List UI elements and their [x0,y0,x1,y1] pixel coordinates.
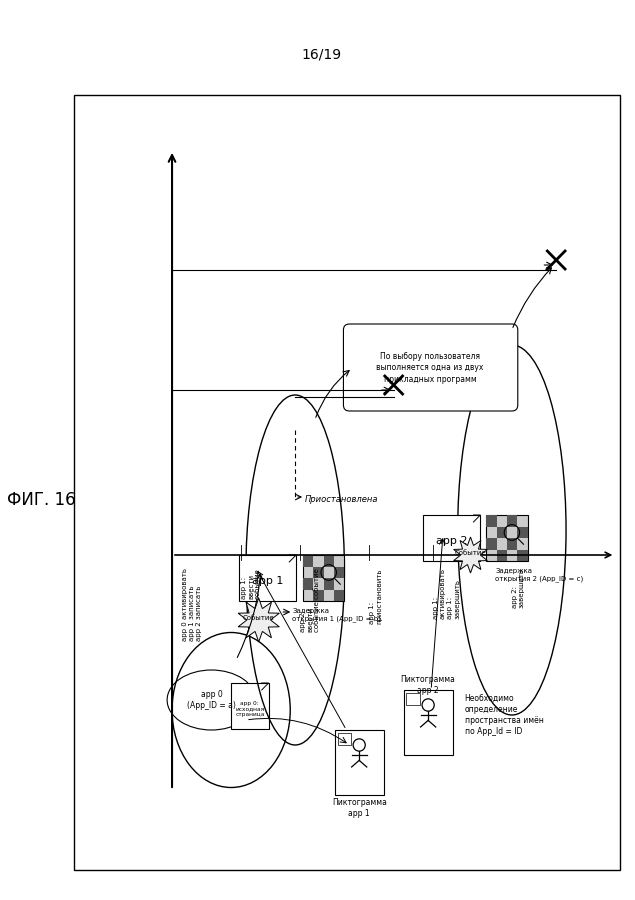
Text: Задержка
открытия 1 (App_ID = b): Задержка открытия 1 (App_ID = b) [292,608,381,622]
Bar [497,526,507,538]
Text: Пиктограмма
app 1: Пиктограмма app 1 [331,798,387,818]
Bar [518,550,528,561]
Bar [338,733,351,745]
Polygon shape [238,598,279,642]
Text: app 1: app 1 [252,576,283,586]
Text: app 2:
ввести
событие событие: app 2: ввести событие событие [300,568,320,632]
FancyBboxPatch shape [344,324,518,411]
Text: Пиктограмма
app 2: Пиктограмма app 2 [401,675,455,695]
Text: app 0 активировать
app 1 записать
app 2 записать: app 0 активировать app 1 записать app 2 … [182,568,202,641]
Text: app 1:
ввести
событие: app 1: ввести событие [241,568,261,598]
Bar [507,515,518,526]
Bar [486,515,497,526]
Bar [334,566,344,578]
Text: Необходимо
определение
пространства имён
по App_Id = ID: Необходимо определение пространства имён… [465,694,544,736]
Bar [423,515,480,561]
Bar [335,730,384,795]
Text: app 0:
исходная
страница: app 0: исходная страница [235,701,265,717]
Text: app 1:
приостановить: app 1: приостановить [369,568,382,624]
Text: app 1:
активировать
app 1:
завершить: app 1: активировать app 1: завершить [433,568,460,619]
Bar [486,515,528,561]
Bar [403,690,453,755]
Text: По выбору пользователя
выполняется одна из двух
прикладных программ: По выбору пользователя выполняется одна … [377,352,484,384]
Bar [303,555,344,601]
Bar [314,566,324,578]
Text: app 0
(App_ID = a): app 0 (App_ID = a) [187,690,236,710]
Text: app 2:
завершить: app 2: завершить [512,568,525,608]
Bar [314,590,324,601]
Polygon shape [453,537,488,573]
Text: ФИГ. 16: ФИГ. 16 [7,491,76,509]
Bar [239,555,296,601]
Text: Событие: Событие [455,550,486,556]
Bar [231,683,269,729]
Bar [303,555,314,566]
Bar [497,550,507,561]
Bar [334,590,344,601]
Bar [303,578,314,590]
Text: app 2: app 2 [436,536,467,546]
Text: Приостановлена: Приостановлена [305,496,378,505]
Bar [324,555,334,566]
Text: Событие: Событие [243,615,274,621]
Bar [406,693,420,705]
Bar [486,538,497,550]
Bar [507,538,518,550]
Bar [74,95,620,870]
Text: 16/19: 16/19 [302,48,342,62]
Bar [324,578,334,590]
Bar [518,526,528,538]
Text: Задержка
открытия 2 (App_ID = c): Задержка открытия 2 (App_ID = c) [495,568,584,582]
